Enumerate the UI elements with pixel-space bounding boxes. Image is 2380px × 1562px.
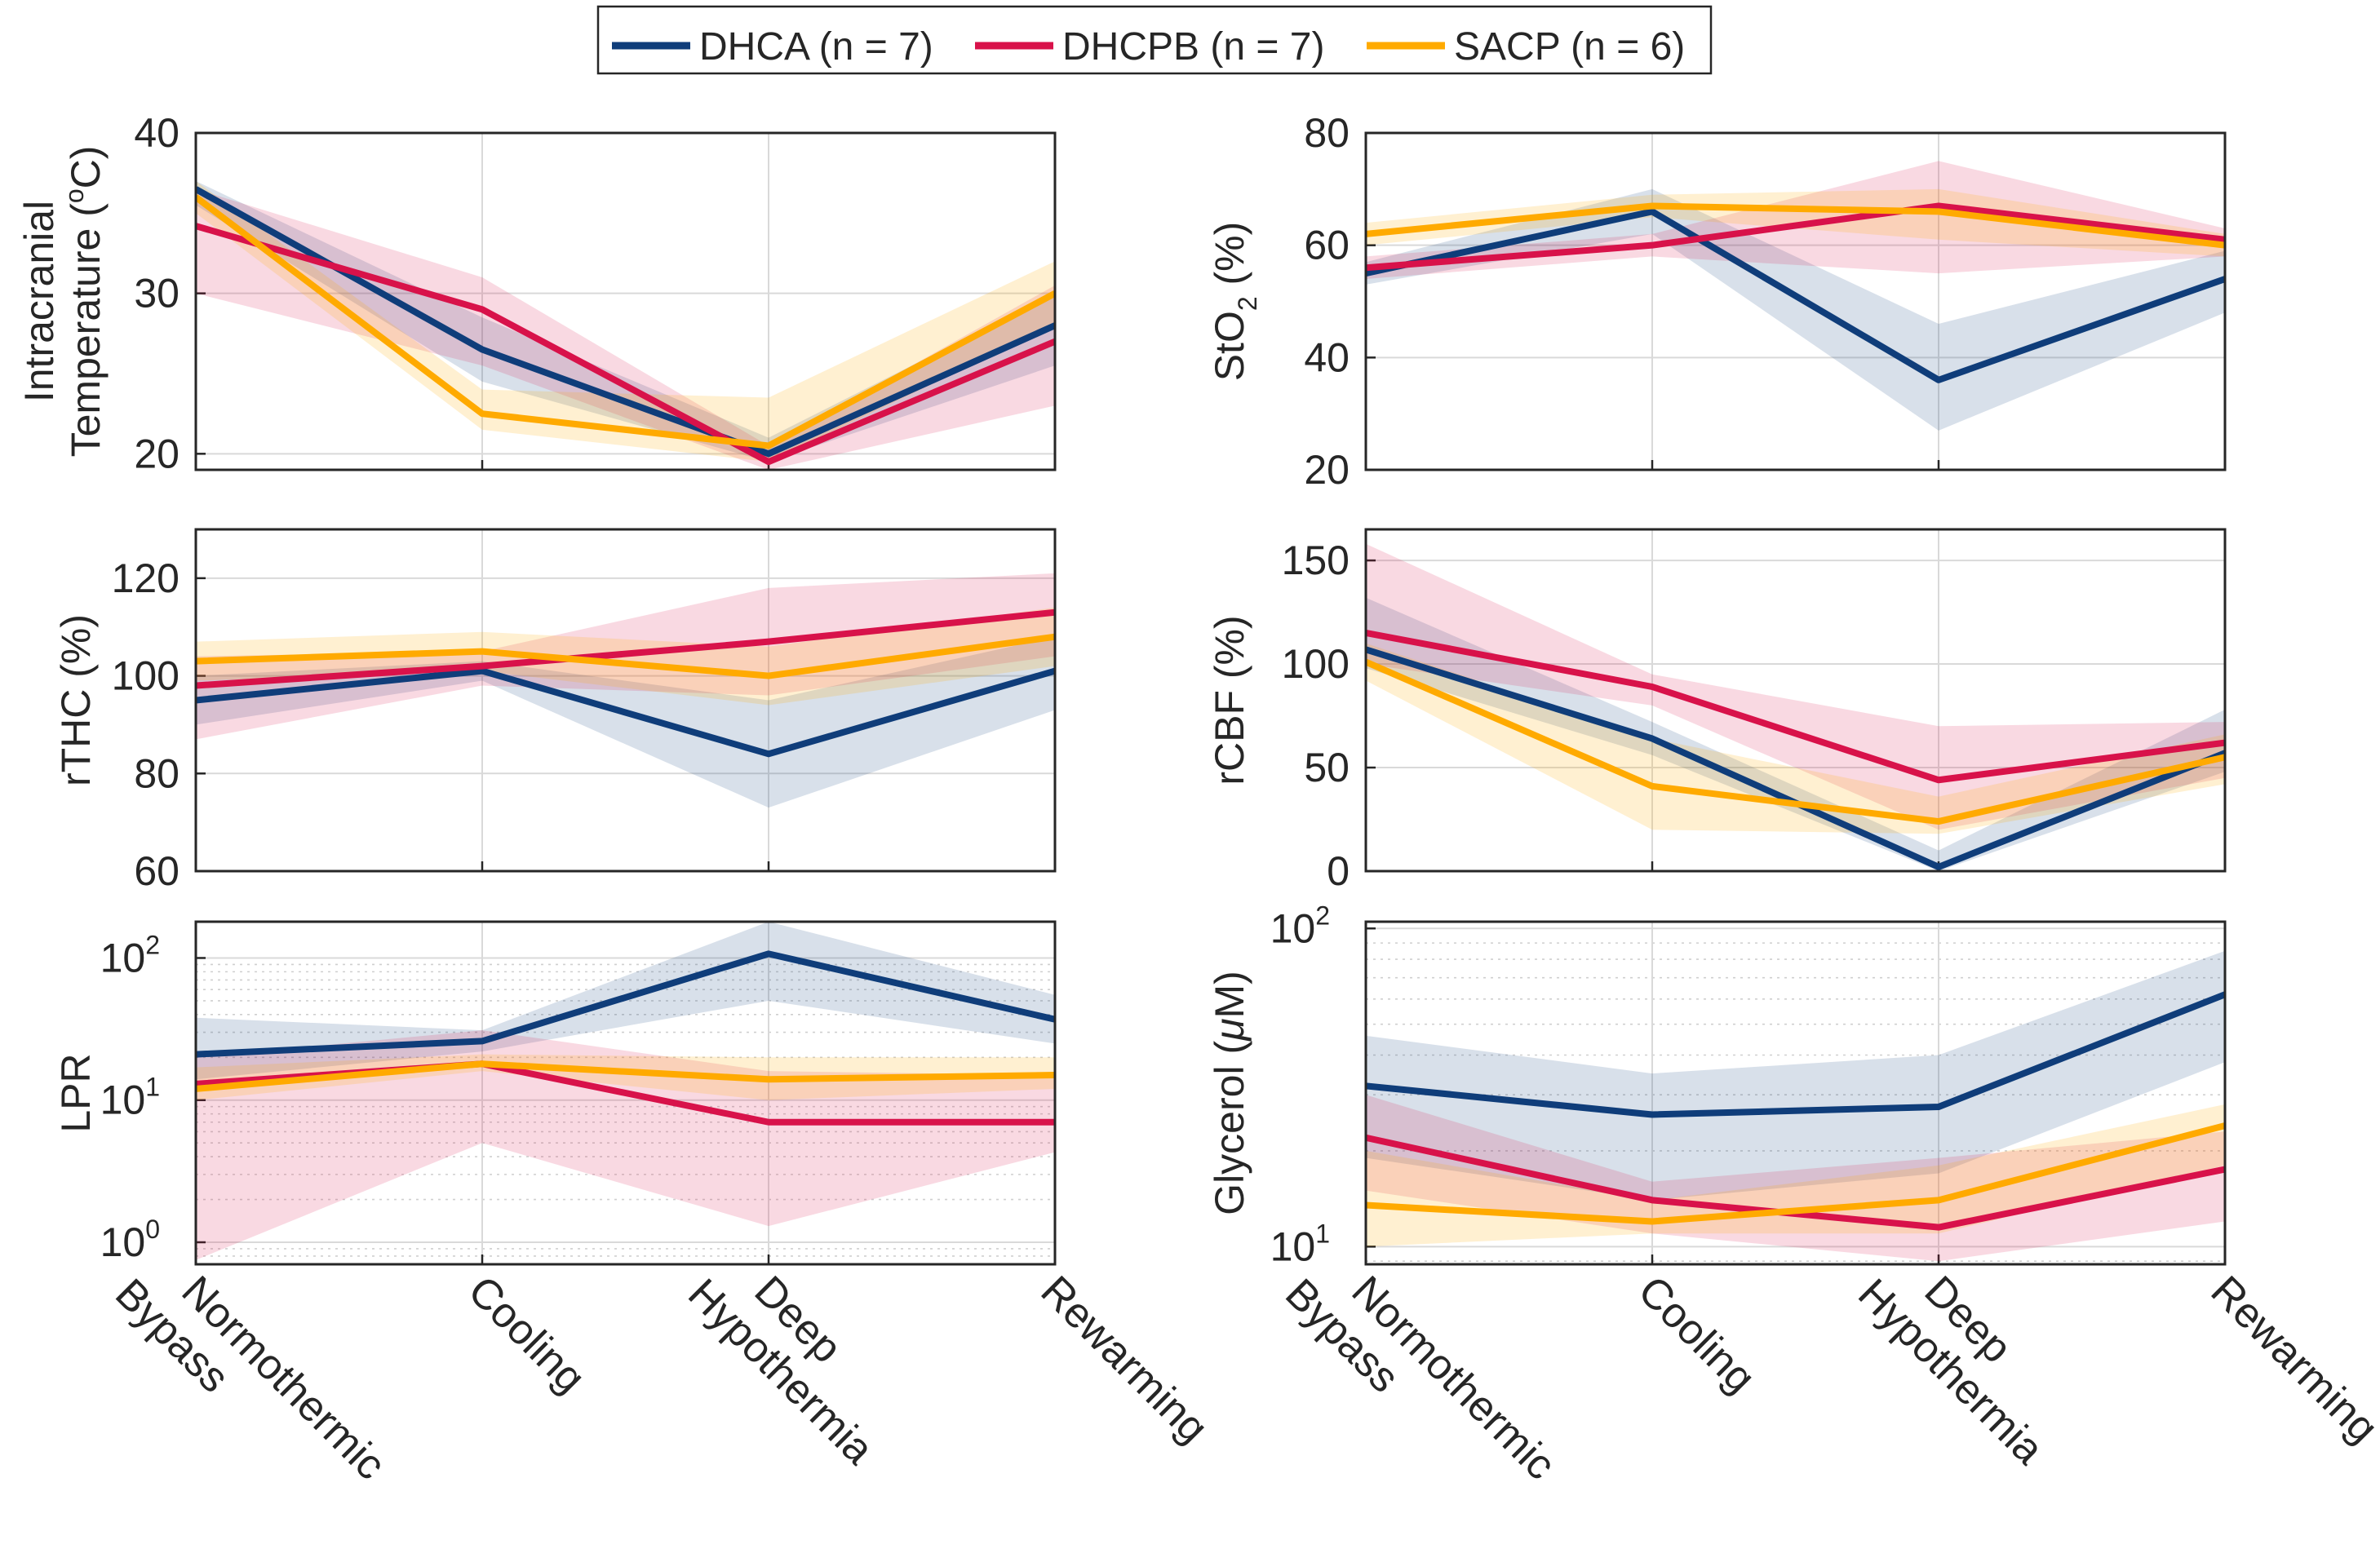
- y-tick-label: 102: [100, 930, 160, 980]
- series-line-dhca: [1366, 991, 2225, 1118]
- axes-frame: [1364, 528, 2227, 873]
- axes-frame: [1364, 920, 2227, 1266]
- y-tick-label: 120: [112, 555, 179, 601]
- y-axis-label: rTHC (%): [53, 614, 99, 786]
- series-line-dhcpb: [196, 608, 1055, 689]
- y-tick-label: 60: [1304, 223, 1350, 268]
- series-line-dhca: [196, 950, 1055, 1058]
- y-tick-label: 60: [134, 848, 179, 894]
- series-line-dhcpb: [196, 223, 1055, 466]
- plot-area: [196, 181, 1055, 470]
- plot-area: [196, 573, 1055, 808]
- band-dhca: [196, 181, 1055, 462]
- axes-frame: [194, 920, 1057, 1266]
- x-category-label: Rewarming: [1032, 1267, 1217, 1452]
- y-axis-label: rCBF (%): [1207, 615, 1252, 785]
- y-tick-label: 102: [1270, 900, 1330, 951]
- y-tick-label: 100: [1282, 641, 1350, 687]
- series-line-sacp: [196, 194, 1055, 449]
- band-dhca: [1366, 950, 2225, 1201]
- y-tick-label: 20: [1304, 447, 1350, 493]
- chart-panel-sto2: 20 40 60 80 StO2 (%): [1207, 110, 2227, 493]
- legend-label-dhca: DHCA (n = 7): [699, 25, 933, 69]
- series-line-sacp: [1366, 1122, 2225, 1225]
- x-category-label: Cooling: [459, 1267, 595, 1402]
- y-tick-label: 100: [100, 1215, 160, 1265]
- legend-entry-sacp: SACP (n = 6): [1367, 25, 1685, 69]
- plot-area: [196, 922, 1055, 1260]
- x-category-label: NormothermicBypass: [1276, 1236, 1564, 1524]
- x-axis-labels: NormothermicBypass Cooling DeepHypothermia…: [106, 1236, 2380, 1524]
- y-tick-label: 20: [134, 431, 179, 476]
- x-category-label: NormothermicBypass: [106, 1236, 394, 1524]
- axes-frame: [194, 528, 1057, 873]
- plot-area: [1366, 543, 2225, 871]
- series-line-dhcpb: [1366, 202, 2225, 272]
- y-tick-label: 50: [1304, 745, 1350, 790]
- y-axis-label: Intracranial: [16, 201, 62, 402]
- x-category-label: Rewarming: [2202, 1267, 2380, 1452]
- y-tick-label: 30: [134, 271, 179, 316]
- chart-panel-rthc: 60 80 100 120 rTHC (%): [53, 528, 1057, 894]
- y-tick-label: 40: [1304, 334, 1350, 380]
- axes-frame: [194, 131, 1057, 471]
- x-category-label: DeepHypothermia: [679, 1236, 917, 1474]
- chart-panel-glycerol: 101 102 Glycerol (μM): [1207, 900, 2227, 1269]
- legend-box: [596, 5, 1713, 75]
- y-axis-label: LPR: [53, 1053, 99, 1132]
- legend-label-sacp: SACP (n = 6): [1454, 25, 1685, 69]
- y-axis-label: StO2 (%): [1207, 222, 1262, 382]
- series-line-dhca: [196, 667, 1055, 758]
- band-sacp: [196, 181, 1055, 462]
- plot-area: [1366, 950, 2225, 1262]
- band-dhcpb: [1366, 543, 2225, 830]
- y-axis-label: Glycerol (μM): [1207, 971, 1252, 1215]
- series-line-sacp: [1366, 202, 2225, 249]
- y-tick-label: 0: [1327, 848, 1350, 894]
- band-dhcpb: [196, 1030, 1055, 1260]
- y-tick-label: 101: [100, 1073, 160, 1123]
- chart-panel-rcbf: 0 50 100 150 rCBF (%): [1207, 528, 2227, 894]
- series-line-sacp: [1366, 658, 2225, 825]
- legend-entry-dhcpb: DHCPB (n = 7): [975, 25, 1324, 69]
- band-dhca: [1366, 188, 2225, 431]
- plot-area: [1366, 161, 2225, 431]
- y-tick-label: 80: [1304, 110, 1350, 156]
- series-line-dhcpb: [1366, 630, 2225, 784]
- y-tick-label: 40: [134, 110, 179, 156]
- x-category-label: DeepHypothermia: [1849, 1236, 2087, 1474]
- series-line-sacp: [196, 633, 1055, 679]
- y-tick-label: 150: [1282, 538, 1350, 583]
- panels: 20 30 40 Intracranial Temperature (oC) 20 40 60…: [16, 110, 2227, 1269]
- y-tick-label: 80: [134, 750, 179, 796]
- y-tick-label: 101: [1270, 1219, 1330, 1269]
- series-line-sacp: [196, 1060, 1055, 1092]
- axes-frame: [1364, 131, 2227, 471]
- y-tick-label: 100: [112, 653, 179, 699]
- x-category-label: Cooling: [1629, 1267, 1765, 1402]
- band-dhcpb: [196, 188, 1055, 470]
- legend: DHCA (n = 7) DHCPB (n = 7) SACP (n = 6): [596, 5, 1713, 75]
- legend-entry-dhca: DHCA (n = 7): [612, 25, 933, 69]
- series-line-dhca: [1366, 208, 2225, 383]
- legend-label-dhcpb: DHCPB (n = 7): [1062, 25, 1324, 69]
- y-axis-label: Temperature (oC): [60, 146, 109, 458]
- band-sacp: [1366, 643, 2225, 834]
- chart-panel-lpr: 100 101 102 LPR: [53, 920, 1057, 1266]
- chart-panel-temperature: 20 30 40 Intracranial Temperature (oC): [16, 110, 1057, 476]
